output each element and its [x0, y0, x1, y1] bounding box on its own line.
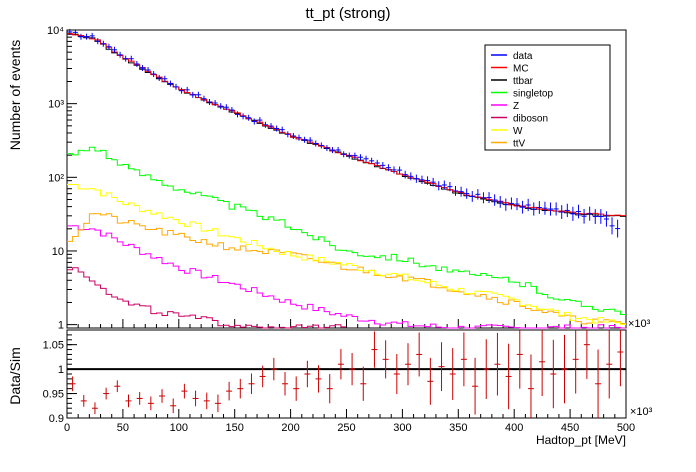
x-tick-label: 250	[337, 422, 355, 434]
series-Z-line	[67, 225, 626, 329]
x-tick-label: 150	[226, 422, 244, 434]
y-tick-label: 1	[58, 320, 64, 332]
ratio-y-tick-label: 1.05	[43, 340, 64, 352]
series-W-line	[67, 184, 626, 325]
x-tick-label: 350	[449, 422, 467, 434]
x-tick-label: 400	[505, 422, 523, 434]
series-MC-line	[67, 33, 626, 217]
legend-label-ttbar: ttbar	[513, 76, 534, 87]
y-tick-label: 10³	[48, 99, 64, 111]
series-singletop-line	[67, 146, 626, 316]
x-tick-label: 500	[617, 422, 635, 434]
x-exponent-label-bottom: ×10³	[630, 406, 653, 418]
ratio-y-axis-label: Data/Sim	[7, 347, 23, 405]
series-ttV-line	[67, 213, 626, 325]
ratio-series-group	[69, 330, 624, 418]
x-axis-label: Hadtop_pt [MeV]	[536, 433, 626, 447]
legend-label-ttV: ttV	[513, 139, 526, 150]
ratio-y-tick-label: 0.9	[49, 413, 64, 425]
y-tick-label: 10²	[48, 172, 64, 184]
legend-label-diboson: diboson	[513, 114, 548, 125]
ratio-axes: 1.05 1 0.95 0.90 50 100 150 200 250 300 350 400 450 5…	[43, 334, 635, 434]
x-tick-label: 100	[170, 422, 188, 434]
legend-box	[484, 44, 611, 151]
ratio-y-tick-label: 0.95	[43, 389, 64, 401]
legend-label-W: W	[513, 126, 523, 137]
chart-title: tt_pt (strong)	[305, 5, 390, 22]
legend-label-singletop: singletop	[513, 89, 553, 100]
main-series-group	[67, 28, 626, 329]
legend-label-Z: Z	[513, 101, 519, 112]
legend-label-data: data	[513, 51, 533, 62]
y-tick-label: 10	[52, 246, 64, 258]
x-tick-label: 200	[281, 422, 299, 434]
legend-label-MC: MC	[513, 64, 529, 75]
x-tick-label: 300	[393, 422, 411, 434]
series-diboson-line	[67, 267, 347, 329]
x-tick-label: 0	[64, 422, 70, 434]
y-tick-label: 10⁴	[47, 25, 64, 37]
x-exponent-label-top: ×10³	[628, 318, 651, 330]
ratio-y-tick-label: 1	[58, 364, 64, 376]
x-tick-label: 450	[561, 422, 579, 434]
y-axis-label: Number of events	[7, 40, 23, 151]
x-tick-label: 50	[117, 422, 129, 434]
